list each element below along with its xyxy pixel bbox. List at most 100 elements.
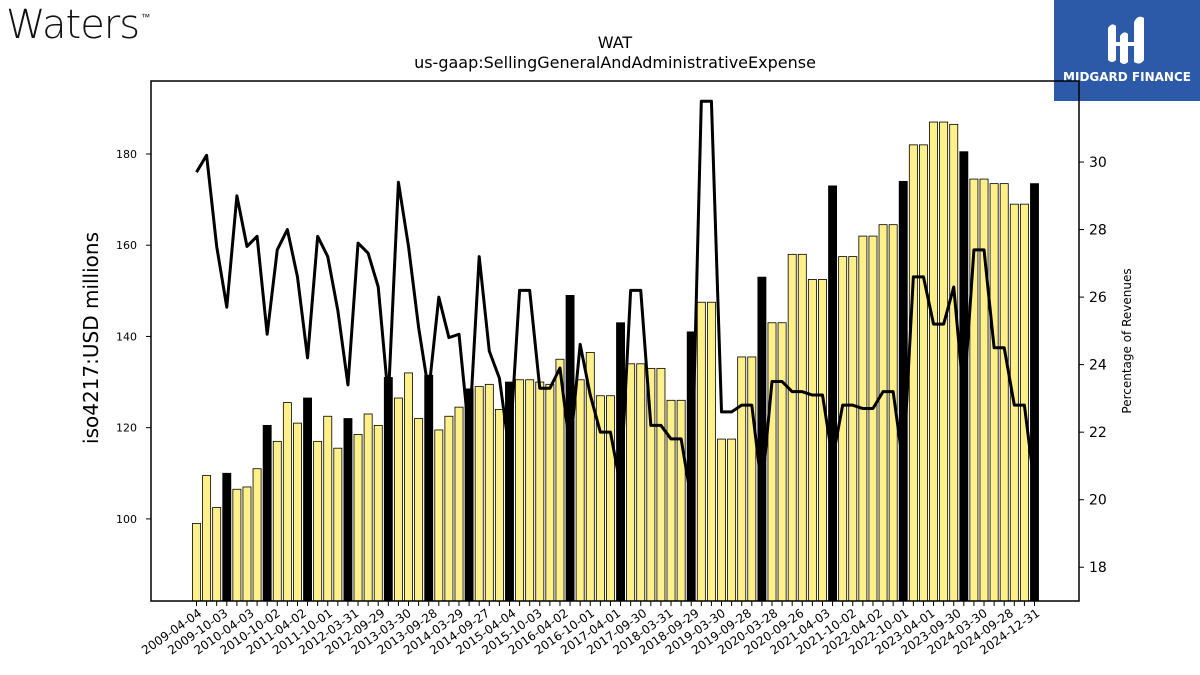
publisher-logo-icon	[1108, 16, 1144, 64]
bar	[404, 372, 413, 602]
x-tick-label: 2009-04-04	[139, 606, 204, 657]
x-tick-label: 2024-03-30	[925, 606, 990, 657]
bar	[424, 374, 434, 602]
y2-tick-label: 24	[1089, 358, 1107, 374]
x-tick-label: 2021-04-03	[768, 606, 833, 657]
y-tick-label: 120	[116, 422, 137, 435]
left-axis: 100 120 140 160 180	[116, 148, 151, 526]
bar	[535, 381, 545, 602]
bar	[545, 383, 555, 602]
x-tick-label: 2015-10-03	[479, 606, 544, 657]
bar	[393, 397, 403, 602]
x-tick-label: 2023-09-30	[898, 606, 963, 657]
bar	[505, 381, 514, 602]
x-tick-label: 2010-04-03	[191, 606, 256, 657]
plot-frame	[150, 80, 1080, 602]
bar	[717, 438, 726, 602]
bar	[454, 406, 464, 602]
x-tick-label: 2017-09-30	[584, 606, 649, 657]
bar	[262, 424, 272, 602]
x-tick-label: 2016-04-02	[506, 606, 571, 657]
bar	[838, 256, 848, 602]
x-tick-label: 2011-10-01	[270, 606, 335, 657]
x-tick-label: 2024-12-31	[977, 606, 1042, 657]
bar	[212, 507, 222, 602]
trademark-mark: ™	[141, 13, 150, 23]
bar	[919, 144, 928, 602]
y-axis-label: iso4217:USD millions	[79, 232, 103, 444]
bar	[515, 379, 525, 602]
y-tick-label: 140	[116, 330, 137, 343]
bar	[313, 440, 323, 602]
bar	[737, 356, 747, 602]
series-line	[195, 99, 1036, 502]
bar	[434, 429, 444, 602]
x-tick-label: 2010-10-02	[218, 606, 283, 657]
x-tick-label: 2018-09-29	[637, 606, 702, 657]
bar	[363, 413, 373, 602]
bar	[575, 379, 585, 602]
bar	[676, 399, 686, 602]
bar	[727, 438, 737, 602]
bar	[373, 424, 383, 602]
bar	[878, 224, 888, 602]
right-axis: 18 20 22 24 26 28 30	[1079, 155, 1107, 576]
bar	[525, 379, 535, 602]
bar	[474, 386, 484, 602]
bar	[666, 399, 676, 602]
bar	[282, 402, 292, 602]
y2-tick-label: 20	[1089, 493, 1107, 509]
bar	[939, 121, 949, 602]
bar	[333, 447, 343, 602]
bar	[272, 440, 282, 602]
x-tick-label: 2023-04-01	[872, 606, 937, 657]
bar	[202, 475, 212, 602]
bar	[949, 123, 959, 602]
x-tick-label: 2024-09-28	[951, 606, 1016, 657]
bar	[969, 178, 979, 602]
bar	[929, 121, 938, 602]
bar	[777, 322, 787, 602]
bar	[383, 377, 393, 602]
chart-subtitle: us-gaap:SellingGeneralAndAdministrativeE…	[414, 53, 816, 72]
bar	[1019, 203, 1029, 602]
bar	[646, 367, 656, 602]
bar	[908, 144, 918, 602]
x-tick-label: 2009-10-03	[165, 606, 230, 657]
bar	[414, 418, 424, 602]
y2-tick-label: 28	[1089, 223, 1107, 239]
bar	[222, 472, 232, 602]
x-tick-label: 2019-03-30	[663, 606, 728, 657]
bar	[828, 185, 838, 602]
x-tick-label: 2013-03-30	[349, 606, 414, 657]
y-tick-label: 160	[116, 239, 137, 252]
x-tick-label: 2016-10-01	[532, 606, 597, 657]
x-axis: 2009-04-042009-10-032010-04-032010-10-02…	[139, 601, 1042, 657]
x-tick-label: 2015-04-04	[453, 606, 518, 657]
line-layer	[195, 99, 1036, 502]
bar	[252, 468, 262, 602]
bar	[484, 383, 494, 602]
x-tick-label: 2014-03-29	[401, 606, 466, 657]
bar	[464, 388, 474, 602]
bar	[979, 178, 989, 602]
bar	[323, 415, 333, 602]
bar	[656, 367, 666, 602]
x-tick-label: 2017-04-01	[558, 606, 623, 657]
bar	[686, 331, 696, 602]
x-tick-label: 2020-03-28	[715, 606, 780, 657]
bar	[293, 422, 302, 602]
bar	[565, 294, 575, 602]
x-tick-label: 2022-04-02	[820, 606, 885, 657]
bar	[989, 183, 999, 602]
x-tick-label: 2014-09-27	[427, 606, 492, 657]
bar	[444, 415, 454, 602]
bar	[807, 279, 817, 602]
bar	[757, 276, 767, 602]
publisher-name: MIDGARD FINANCE	[1063, 70, 1191, 84]
y2-tick-label: 22	[1089, 425, 1107, 441]
bar	[555, 358, 565, 602]
bar	[858, 235, 868, 602]
publisher-badge: MIDGARD FINANCE	[1054, 0, 1200, 101]
